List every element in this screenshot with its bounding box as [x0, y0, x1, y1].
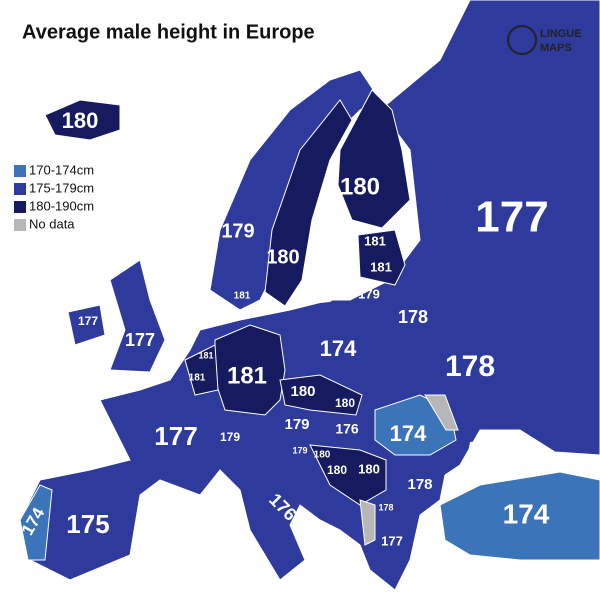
legend-swatch	[14, 183, 26, 195]
region-label: 180	[266, 246, 299, 268]
legend-swatch	[14, 201, 26, 213]
region-label: 174	[503, 498, 550, 529]
region-label: 181	[370, 259, 392, 274]
region-label: 177	[154, 421, 197, 451]
sweden	[264, 99, 353, 307]
region-label: 181	[234, 291, 251, 302]
baltics	[357, 229, 406, 286]
region-label: 177	[125, 330, 155, 350]
region-label: 179	[221, 220, 254, 242]
region-label: 181	[198, 350, 213, 360]
region-label: 174	[320, 336, 357, 361]
black-sea	[465, 437, 560, 482]
region-label: 179	[292, 445, 307, 455]
legend-swatch	[14, 219, 26, 231]
legend-label: 180-190cm	[29, 198, 94, 213]
baltic-sea	[300, 200, 352, 305]
logo-text: LINGUE	[540, 28, 582, 40]
region-label: 181	[227, 362, 267, 389]
title: Average male height in Europe	[22, 21, 315, 43]
region-label: 177	[381, 533, 403, 548]
logo-icon	[507, 25, 537, 55]
ireland	[67, 304, 106, 346]
region-label: 180	[290, 383, 315, 400]
legend-label: 170-174cm	[29, 162, 94, 177]
region-label: 179	[284, 416, 309, 433]
region-label: 178	[398, 307, 428, 327]
iceland	[44, 99, 121, 141]
moldova	[424, 394, 459, 431]
logo-text: MAPS	[540, 42, 572, 54]
region-label: 175	[66, 509, 109, 539]
legend-label: No data	[29, 216, 75, 231]
region-label: 180	[314, 450, 331, 461]
region-label: 181	[364, 233, 386, 248]
legend-swatch	[14, 165, 26, 177]
region-label: 180	[340, 173, 380, 200]
region-label: 174	[390, 421, 427, 446]
turkey	[439, 471, 600, 561]
region-label: 180	[335, 396, 355, 410]
balkans	[309, 444, 387, 506]
portugal	[19, 484, 53, 561]
legend-label: 175-179cm	[29, 180, 94, 195]
czechia-slovakia	[279, 374, 363, 416]
region-label: 180	[327, 463, 347, 477]
region-label: 177	[78, 314, 98, 328]
region-label: 177	[475, 193, 548, 242]
region-label: 180	[62, 108, 99, 133]
region-label: 178	[445, 350, 495, 383]
region-label: 178	[378, 502, 393, 512]
uk	[109, 259, 166, 373]
region-label: 181	[189, 373, 206, 384]
finland	[337, 89, 411, 229]
region-label: 179	[358, 286, 380, 301]
albania	[359, 499, 376, 546]
region-label: 176	[335, 421, 359, 437]
benelux	[184, 344, 219, 396]
region-label: 179	[220, 430, 240, 444]
region-label: 180	[358, 461, 380, 476]
region-label: 178	[407, 476, 432, 493]
